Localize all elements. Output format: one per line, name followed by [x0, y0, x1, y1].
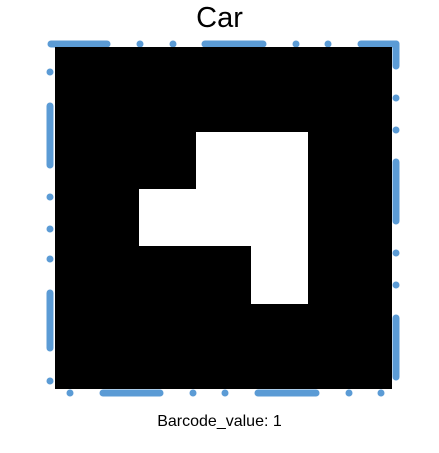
- marker-title: Car: [196, 2, 243, 34]
- marker-border-pattern: [46, 40, 400, 397]
- barcode-value-caption: Barcode_value: 1: [157, 413, 282, 430]
- marker-white-shape: [139, 132, 308, 304]
